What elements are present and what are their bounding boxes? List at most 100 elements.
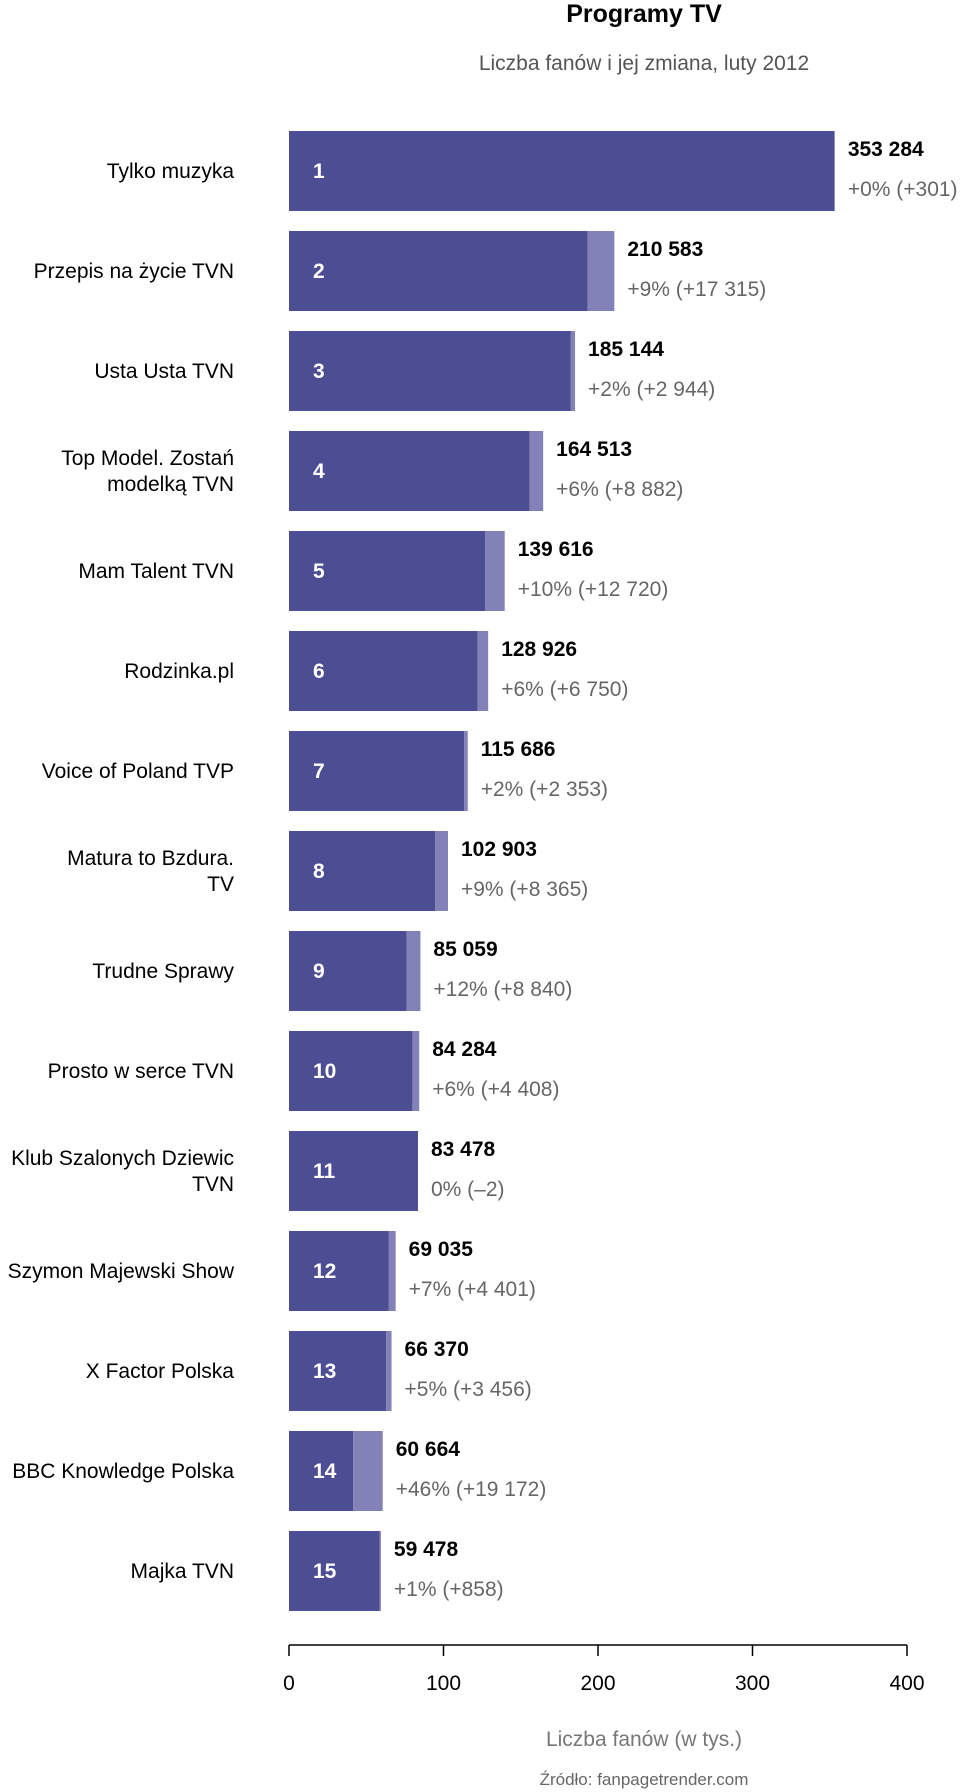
x-axis-label: Liczba fanów (w tys.)	[545, 1728, 743, 1751]
bar-change	[529, 431, 544, 511]
rank-label: 9	[313, 960, 325, 983]
category-label: Klub Szalonych Dziewic	[11, 1147, 234, 1170]
category-label: Rodzinka.pl	[124, 660, 234, 683]
bar-change	[412, 1031, 420, 1111]
value-label: 128 926	[501, 638, 577, 661]
bar-base	[289, 1231, 389, 1311]
value-label: 69 035	[409, 1238, 474, 1261]
value-label: 59 478	[394, 1538, 459, 1561]
value-label: 66 370	[405, 1338, 469, 1361]
category-label: TV	[207, 873, 234, 896]
change-label: +2% (+2 353)	[481, 778, 608, 801]
rank-label: 11	[313, 1160, 336, 1183]
category-label: Trudne Sprawy	[92, 960, 234, 983]
change-label: +5% (+3 456)	[405, 1378, 532, 1401]
change-label: +9% (+8 365)	[461, 878, 588, 901]
category-label: Usta Usta TVN	[94, 360, 234, 383]
bar-change	[587, 231, 615, 311]
change-label: 0% (–2)	[431, 1178, 505, 1201]
bar-change	[388, 1231, 396, 1311]
bar-base	[289, 431, 530, 511]
rank-label: 1	[313, 160, 325, 183]
value-label: 210 583	[627, 238, 703, 261]
rank-label: 8	[313, 860, 325, 883]
rank-label: 6	[313, 660, 325, 683]
bar-change	[477, 631, 489, 711]
change-label: +10% (+12 720)	[518, 578, 669, 601]
category-label: Prosto w serce TVN	[48, 1060, 234, 1083]
bar-base	[289, 331, 571, 411]
value-label: 139 616	[518, 538, 594, 561]
bar-base	[289, 831, 436, 911]
value-label: 115 686	[481, 738, 556, 761]
bar-change	[379, 1531, 381, 1611]
bar-change	[353, 1431, 383, 1511]
bar-base	[289, 131, 835, 211]
x-tick-label: 0	[283, 1672, 295, 1695]
chart-subtitle: Liczba fanów i jej zmiana, luty 2012	[478, 52, 810, 75]
x-tick-label: 400	[889, 1672, 924, 1695]
category-label: Tylko muzyka	[107, 160, 235, 183]
value-label: 85 059	[433, 938, 497, 961]
category-label: X Factor Polska	[86, 1360, 235, 1383]
change-label: +12% (+8 840)	[433, 978, 572, 1001]
category-label: Voice of Poland TVP	[42, 760, 234, 783]
rank-label: 12	[313, 1260, 336, 1283]
category-label: Top Model. Zostań	[61, 447, 234, 470]
change-label: +0% (+301)	[848, 178, 958, 201]
change-label: +6% (+8 882)	[556, 478, 683, 501]
category-label: BBC Knowledge Polska	[12, 1460, 234, 1483]
bar-base	[289, 531, 486, 611]
change-label: +2% (+2 944)	[588, 378, 715, 401]
bar-change	[435, 831, 448, 911]
bar-base	[289, 1131, 418, 1211]
x-tick-label: 200	[580, 1672, 615, 1695]
bar-base	[289, 1331, 387, 1411]
bar-base	[289, 1031, 413, 1111]
rank-label: 10	[313, 1060, 336, 1083]
change-label: +6% (+4 408)	[432, 1078, 559, 1101]
change-label: +6% (+6 750)	[501, 678, 628, 701]
source-note: Źródło: fanpagetrender.com	[539, 1770, 749, 1789]
value-label: 353 284	[848, 138, 924, 161]
bar-base	[289, 931, 407, 1011]
chart-title: Programy TV	[566, 0, 722, 28]
change-label: +1% (+858)	[394, 1578, 504, 1601]
bar-base	[289, 731, 465, 811]
rank-label: 5	[313, 560, 325, 583]
x-tick-label: 100	[426, 1672, 461, 1695]
category-label: modelką TVN	[107, 473, 234, 496]
bar-base	[289, 231, 588, 311]
category-label: Mam Talent TVN	[78, 560, 234, 583]
value-label: 60 664	[396, 1438, 461, 1461]
value-label: 164 513	[556, 438, 632, 461]
rank-label: 7	[313, 760, 325, 783]
rank-label: 15	[313, 1560, 337, 1583]
category-label: Majka TVN	[131, 1560, 234, 1583]
bar-change	[406, 931, 421, 1011]
value-label: 84 284	[432, 1038, 497, 1061]
value-label: 102 903	[461, 838, 537, 861]
category-label: Matura to Bzdura.	[67, 847, 234, 870]
x-tick-label: 300	[735, 1672, 770, 1695]
bar-change	[386, 1331, 392, 1411]
bar-base	[289, 631, 478, 711]
value-label: 83 478	[431, 1138, 496, 1161]
rank-label: 3	[313, 360, 325, 383]
rank-label: 2	[313, 260, 325, 283]
bar-change	[485, 531, 505, 611]
category-label: TVN	[192, 1173, 234, 1196]
value-label: 185 144	[588, 338, 664, 361]
change-label: +7% (+4 401)	[409, 1278, 536, 1301]
bar-base	[289, 1531, 380, 1611]
bar-change	[570, 331, 576, 411]
change-label: +9% (+17 315)	[627, 278, 766, 301]
bar-change	[464, 731, 468, 811]
bar-base	[289, 1431, 354, 1511]
category-label: Przepis na życie TVN	[34, 260, 234, 283]
rank-label: 14	[313, 1460, 337, 1483]
rank-label: 4	[313, 460, 325, 483]
category-label: Szymon Majewski Show	[8, 1260, 235, 1283]
rank-label: 13	[313, 1360, 336, 1383]
